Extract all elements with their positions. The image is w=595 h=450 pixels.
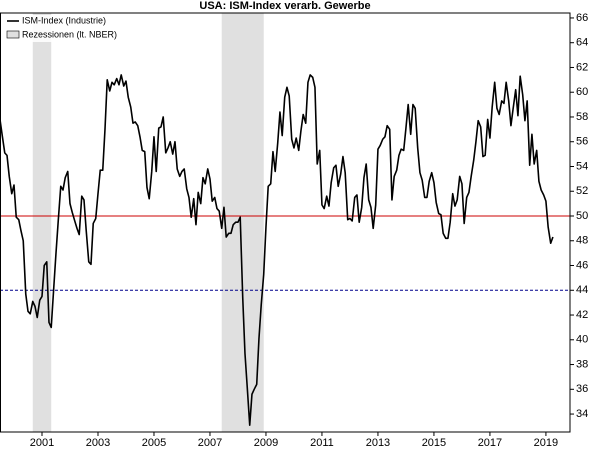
x-tick-label: 2001 [30,437,54,449]
x-tick-label: 2015 [422,437,446,449]
y-tick-label: 40 [576,334,588,346]
x-tick-label: 2003 [86,437,110,449]
recession-band [221,13,264,432]
x-tick-label: 2011 [310,437,334,449]
x-tick-label: 2007 [198,437,222,449]
legend: ISM-Index (Industrie) Rezessionen (lt. NB… [3,15,121,42]
legend-box [3,15,121,42]
y-tick-label: 48 [576,235,588,247]
y-tick-label: 44 [576,284,588,296]
y-tick-label: 58 [576,111,588,123]
x-tick-label: 2019 [534,437,558,449]
y-tick-label: 64 [576,37,588,49]
x-tick-label: 2009 [254,437,278,449]
y-tick-label: 42 [576,309,588,321]
y-tick-label: 60 [576,86,588,98]
y-tick-label: 36 [576,383,588,395]
legend-label: ISM-Index (Industrie) [22,15,106,25]
x-tick-label: 2017 [478,437,502,449]
legend-swatch [6,30,20,39]
recession-band [32,13,52,432]
y-tick-label: 66 [576,12,588,24]
y-tick-label: 54 [576,160,588,172]
y-tick-label: 46 [576,259,588,271]
x-tick-label: 2005 [142,437,166,449]
x-tick-label: 2013 [366,437,390,449]
y-tick-label: 56 [576,136,588,148]
legend-label: Rezessionen (lt. NBER) [22,29,117,39]
y-tick-label: 34 [576,408,588,420]
plot-frame [0,12,571,433]
series-line [0,74,554,426]
chart-title: USA: ISM-Index verarb. Gewerbe [199,0,370,12]
y-tick-label: 52 [576,185,588,197]
y-tick-label: 50 [576,210,588,222]
y-tick-label: 38 [576,358,588,370]
y-tick-label: 62 [576,61,588,73]
